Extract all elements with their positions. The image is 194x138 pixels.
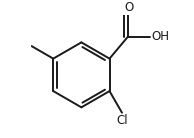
Text: OH: OH [151,30,169,43]
Text: Cl: Cl [117,114,128,127]
Text: O: O [124,1,133,14]
